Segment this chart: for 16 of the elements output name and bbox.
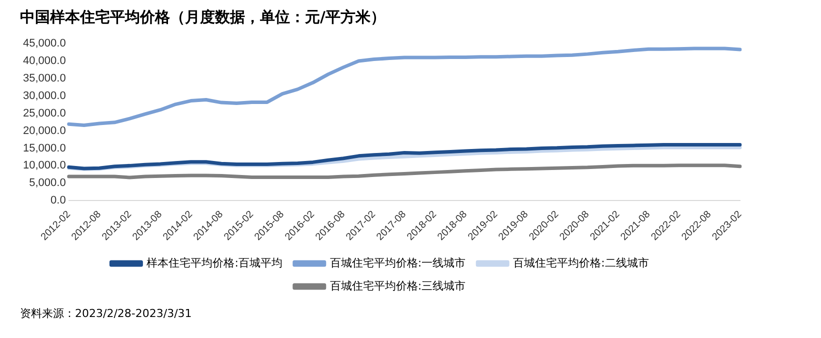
legend-label: 百城住宅平均价格:一线城市 bbox=[330, 256, 466, 270]
y-tick-label: 40,000.0 bbox=[22, 55, 66, 68]
y-tick-label: 30,000.0 bbox=[22, 90, 66, 102]
y-tick-label: 10,000.0 bbox=[22, 160, 66, 172]
y-tick-label: 5,000.0 bbox=[29, 177, 66, 190]
legend-label: 样本住宅平均价格:百城平均 bbox=[146, 256, 282, 270]
legend-label: 百城住宅平均价格:二线城市 bbox=[513, 256, 649, 270]
y-tick-label: 20,000.0 bbox=[22, 124, 66, 137]
y-tick-label: 0.0 bbox=[50, 194, 66, 207]
legend-label: 百城住宅平均价格:三线城市 bbox=[330, 279, 466, 292]
chart-title: 中国样本住宅平均价格（月度数据，单位：元/平方米） bbox=[20, 8, 386, 27]
y-tick-label: 25,000.0 bbox=[22, 107, 66, 120]
text: 资料来源：2023/2/28-2023/3/31 bbox=[20, 306, 192, 321]
y-tick-label: 15,000.0 bbox=[22, 142, 66, 154]
y-tick-label: 45,000.0 bbox=[22, 38, 66, 50]
y-tick-label: 35,000.0 bbox=[22, 72, 66, 85]
